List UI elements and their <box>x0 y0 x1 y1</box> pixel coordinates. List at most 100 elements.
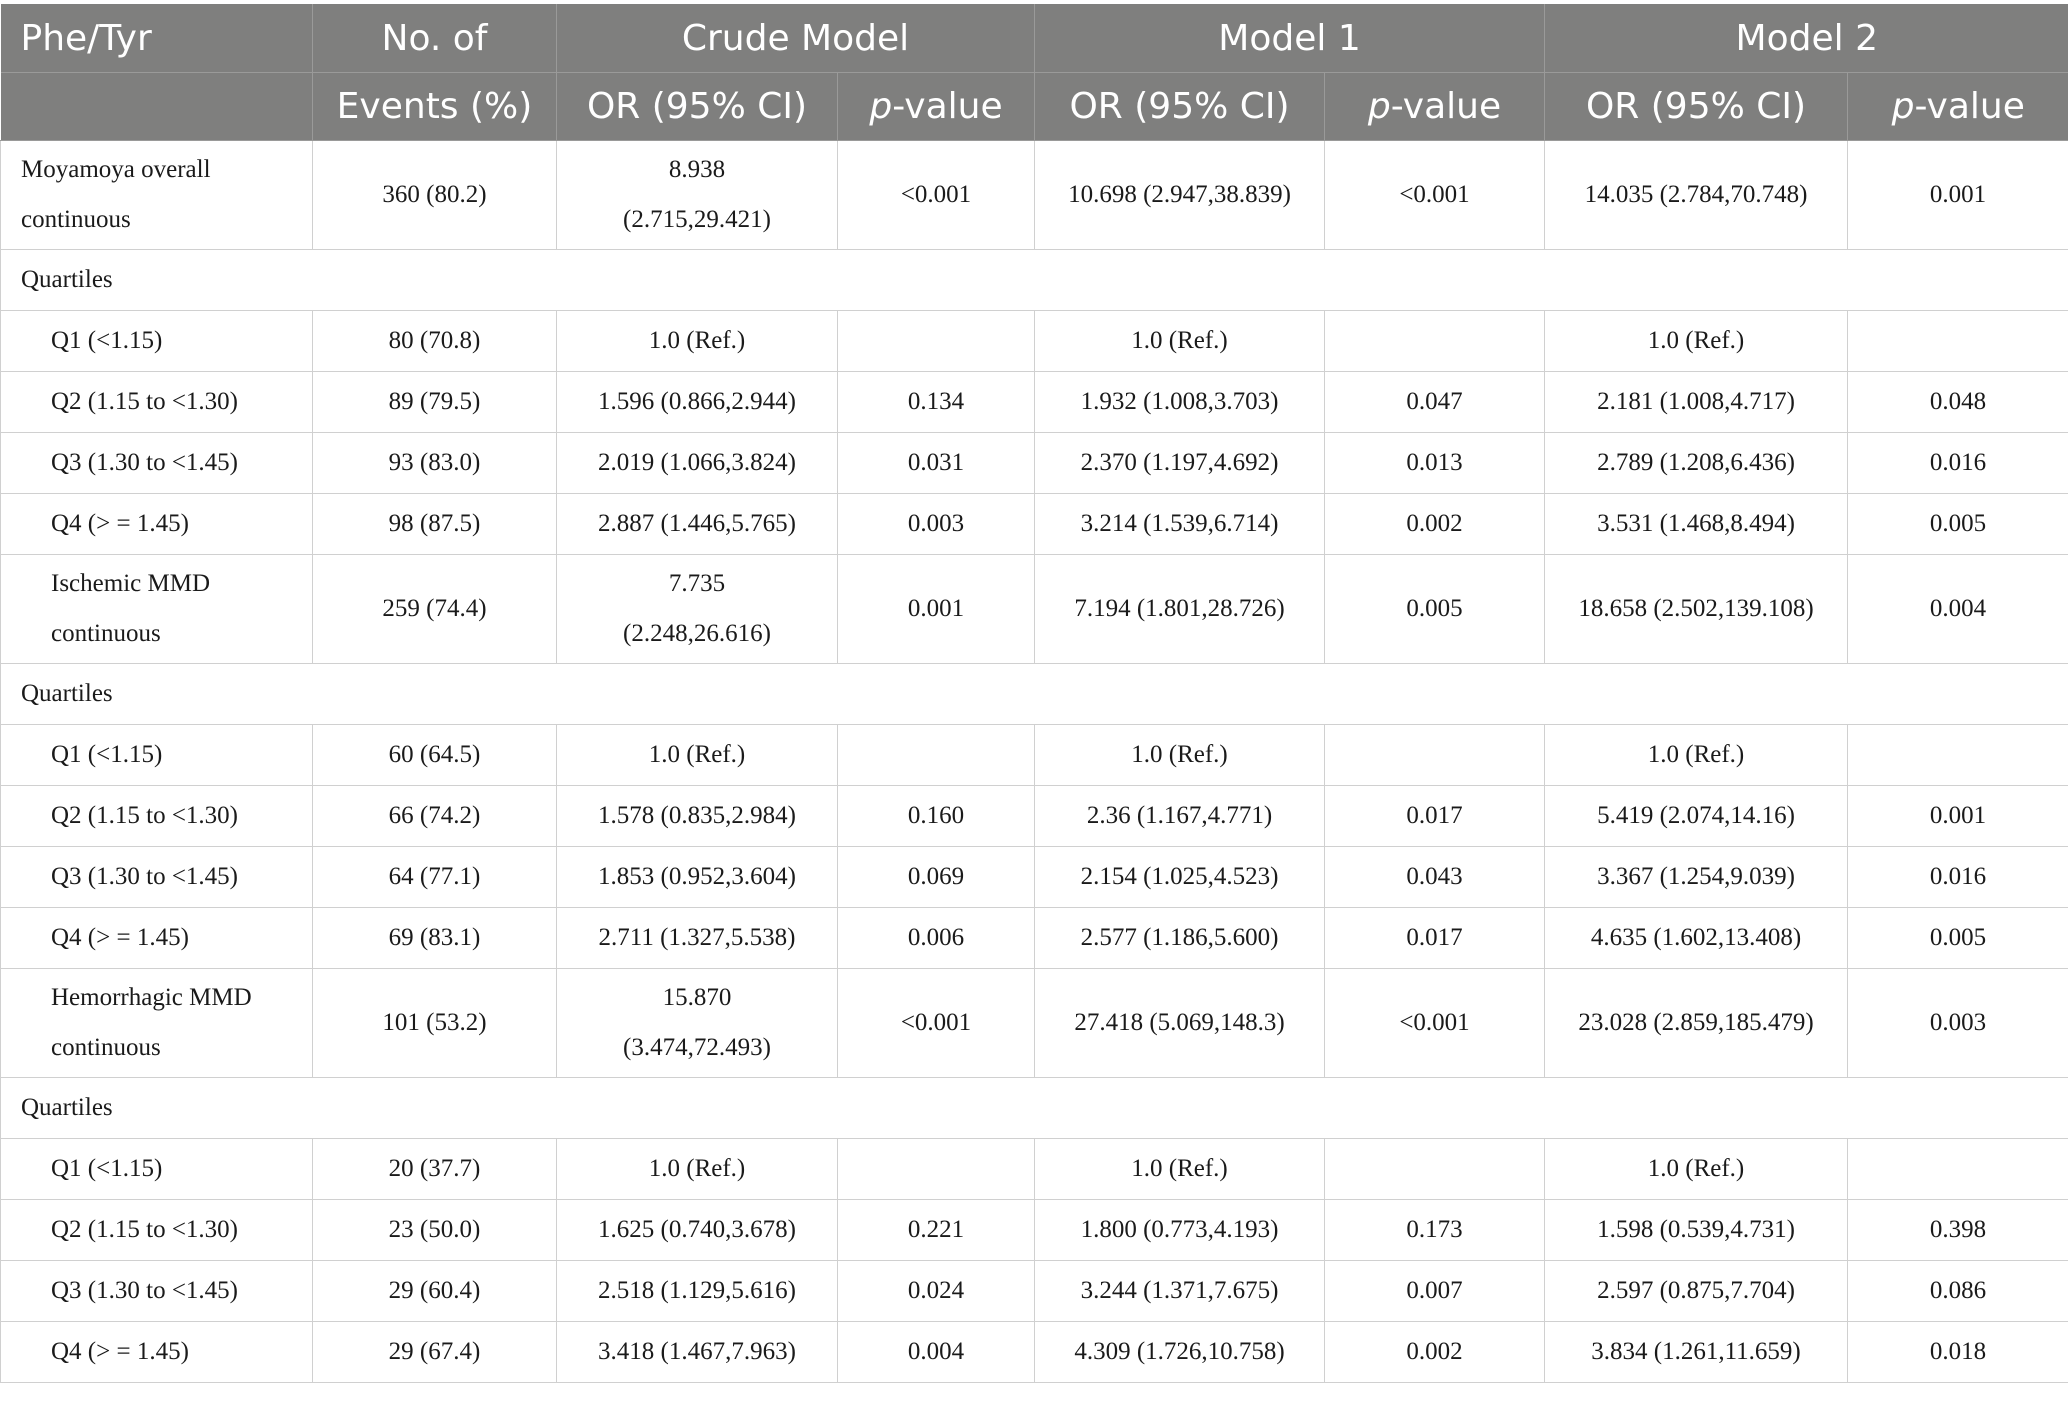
section-label: Quartiles <box>0 249 2068 311</box>
m1-p-cell: 0.005 <box>1324 554 1546 664</box>
m2-p-cell: 0.016 <box>1847 846 2068 908</box>
table-row: Q1 (<1.15) 60 (64.5) 1.0 (Ref.) 1.0 (Ref.) 1… <box>0 724 2068 786</box>
m1-p-cell: <0.001 <box>1324 140 1546 250</box>
row-label: Q2 (1.15 to <1.30) <box>0 1199 313 1261</box>
table-row: Q2 (1.15 to <1.30) 23 (50.0) 1.625 (0.740,… <box>0 1199 2068 1261</box>
crude-or-cell: 2.887 (1.446,5.765) <box>556 493 838 555</box>
table-header: Phe/Tyr No. of Crude Model Model 1 Model… <box>0 4 2068 141</box>
m2-or-cell: 23.028 (2.859,185.479) <box>1544 968 1849 1078</box>
events-cell: 80 (70.8) <box>312 310 557 372</box>
m2-or-cell: 1.0 (Ref.) <box>1544 1138 1849 1200</box>
m1-or-cell: 1.932 (1.008,3.703) <box>1034 371 1326 433</box>
table-row: Q4 (> = 1.45) 29 (67.4) 3.418 (1.467,7.963… <box>0 1321 2068 1383</box>
m2-p-cell: 0.001 <box>1847 785 2068 847</box>
m2-or-cell: 1.0 (Ref.) <box>1544 724 1849 786</box>
crude-p-cell: 0.024 <box>836 1260 1036 1322</box>
row-label: Q1 (<1.15) <box>0 724 313 786</box>
table-row: Q2 (1.15 to <1.30) 89 (79.5) 1.596 (0.866,… <box>0 371 2068 433</box>
m1-or-cell: 2.36 (1.167,4.771) <box>1034 785 1326 847</box>
p-suffix: -value <box>1914 86 2025 127</box>
header-m2-p: p-value <box>1847 72 2068 141</box>
header-crude-or: OR (95% CI) <box>556 72 838 141</box>
crude-or-cell: 1.0 (Ref.) <box>556 310 838 372</box>
table-row: Q4 (> = 1.45) 69 (83.1) 2.711 (1.327,5.538… <box>0 907 2068 969</box>
m2-or-cell: 5.419 (2.074,14.16) <box>1544 785 1849 847</box>
crude-or-cell: 1.625 (0.740,3.678) <box>556 1199 838 1261</box>
crude-or-cell: 8.938 (2.715,29.421) <box>556 140 838 250</box>
m1-or-cell: 1.0 (Ref.) <box>1034 1138 1326 1200</box>
header-model-1: Model 1 <box>1034 4 1545 73</box>
crude-p-cell <box>836 1138 1036 1200</box>
crude-or-cell: 2.711 (1.327,5.538) <box>556 907 838 969</box>
crude-p-cell: 0.134 <box>836 371 1036 433</box>
m1-p-cell: 0.173 <box>1324 1199 1546 1261</box>
header-row-1: Phe/Tyr No. of Crude Model Model 1 Model… <box>0 4 2068 73</box>
crude-p-cell: 0.001 <box>836 554 1036 664</box>
m1-p-cell: 0.002 <box>1324 1321 1546 1383</box>
m1-or-cell: 3.244 (1.371,7.675) <box>1034 1260 1326 1322</box>
crude-p-cell <box>836 724 1036 786</box>
header-m2-or: OR (95% CI) <box>1544 72 1848 141</box>
m2-p-cell: 0.001 <box>1847 140 2068 250</box>
m1-p-cell: 0.043 <box>1324 846 1546 908</box>
m1-p-cell: <0.001 <box>1324 968 1546 1078</box>
table-row: Q1 (<1.15) 20 (37.7) 1.0 (Ref.) 1.0 (Ref.) 1… <box>0 1138 2068 1200</box>
crude-p-cell: <0.001 <box>836 968 1036 1078</box>
m1-p-cell: 0.007 <box>1324 1260 1546 1322</box>
crude-p-cell: 0.006 <box>836 907 1036 969</box>
m2-or-cell: 4.635 (1.602,13.408) <box>1544 907 1849 969</box>
m1-p-cell: 0.017 <box>1324 907 1546 969</box>
m2-p-cell <box>1847 724 2068 786</box>
table-row: Q3 (1.30 to <1.45) 93 (83.0) 2.019 (1.066,… <box>0 432 2068 494</box>
m1-p-cell: 0.013 <box>1324 432 1546 494</box>
m2-or-cell: 18.658 (2.502,139.108) <box>1544 554 1849 664</box>
crude-or-cell: 1.578 (0.835,2.984) <box>556 785 838 847</box>
events-cell: 101 (53.2) <box>312 968 557 1078</box>
crude-or-cell: 2.019 (1.066,3.824) <box>556 432 838 494</box>
events-cell: 93 (83.0) <box>312 432 557 494</box>
m1-p-cell: 0.047 <box>1324 371 1546 433</box>
m1-p-cell <box>1324 724 1546 786</box>
m2-p-cell: 0.005 <box>1847 907 2068 969</box>
m2-p-cell: 0.086 <box>1847 1260 2068 1322</box>
m2-or-cell: 2.181 (1.008,4.717) <box>1544 371 1849 433</box>
section-row: Quartiles <box>0 663 2068 725</box>
m1-p-cell <box>1324 1138 1546 1200</box>
table-row: Moyamoya overall continuous 360 (80.2) 8.9… <box>0 140 2068 250</box>
crude-or-cell: 2.518 (1.129,5.616) <box>556 1260 838 1322</box>
m2-p-cell: 0.005 <box>1847 493 2068 555</box>
m2-or-cell: 3.367 (1.254,9.039) <box>1544 846 1849 908</box>
row-label: Q4 (> = 1.45) <box>0 493 313 555</box>
section-row: Quartiles <box>0 1077 2068 1139</box>
crude-p-cell: <0.001 <box>836 140 1036 250</box>
m1-or-cell: 27.418 (5.069,148.3) <box>1034 968 1326 1078</box>
crude-or-cell: 1.0 (Ref.) <box>556 724 838 786</box>
header-model-2: Model 2 <box>1544 4 2068 73</box>
crude-p-cell: 0.069 <box>836 846 1036 908</box>
m1-or-cell: 10.698 (2.947,38.839) <box>1034 140 1326 250</box>
row-label: Q3 (1.30 to <1.45) <box>0 846 313 908</box>
m1-or-cell: 4.309 (1.726,10.758) <box>1034 1321 1326 1383</box>
header-m1-p: p-value <box>1324 72 1545 141</box>
row-label: Q4 (> = 1.45) <box>0 907 313 969</box>
m2-p-cell: 0.016 <box>1847 432 2068 494</box>
m1-or-cell: 7.194 (1.801,28.726) <box>1034 554 1326 664</box>
header-no-of: No. of <box>312 4 557 73</box>
m2-p-cell: 0.018 <box>1847 1321 2068 1383</box>
m1-or-cell: 2.154 (1.025,4.523) <box>1034 846 1326 908</box>
table-row: Q2 (1.15 to <1.30) 66 (74.2) 1.578 (0.835,… <box>0 785 2068 847</box>
crude-p-cell: 0.003 <box>836 493 1036 555</box>
header-phe-tyr: Phe/Tyr <box>0 4 313 73</box>
m2-p-cell: 0.398 <box>1847 1199 2068 1261</box>
row-label: Q2 (1.15 to <1.30) <box>0 371 313 433</box>
events-cell: 64 (77.1) <box>312 846 557 908</box>
row-label: Moyamoya overall continuous <box>0 140 313 250</box>
m2-p-cell: 0.003 <box>1847 968 2068 1078</box>
m1-or-cell: 3.214 (1.539,6.714) <box>1034 493 1326 555</box>
results-table: Phe/Tyr No. of Crude Model Model 1 Model… <box>0 4 2068 1383</box>
crude-or-cell: 1.853 (0.952,3.604) <box>556 846 838 908</box>
events-cell: 29 (60.4) <box>312 1260 557 1322</box>
header-crude-p: p-value <box>836 72 1035 141</box>
crude-or-cell: 7.735 (2.248,26.616) <box>556 554 838 664</box>
m1-or-cell: 1.0 (Ref.) <box>1034 724 1326 786</box>
